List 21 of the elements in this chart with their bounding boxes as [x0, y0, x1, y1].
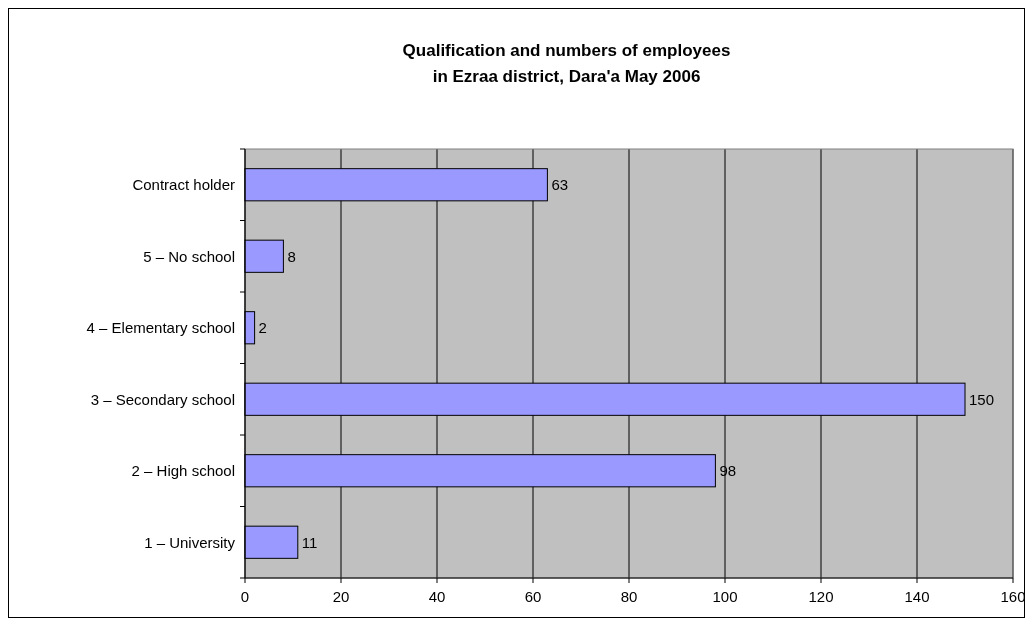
- data-label: 150: [969, 390, 995, 408]
- data-label: 98: [719, 462, 737, 479]
- x-tick-label: 80: [620, 588, 638, 605]
- x-tick-label: 0: [240, 588, 250, 605]
- data-label: 8: [287, 247, 296, 265]
- x-tick-label: 120: [808, 588, 834, 605]
- x-tick-label: 140: [904, 588, 930, 605]
- y-tick-label: 5 – No school: [143, 247, 235, 265]
- data-label: 2: [258, 319, 267, 336]
- y-tick-label: 1 – University: [144, 533, 236, 551]
- x-tick-label: 20: [332, 588, 350, 605]
- data-label: 11: [301, 533, 318, 551]
- x-tick-label: 100: [712, 588, 738, 605]
- chart-title: Qualification and numbers of employees in Ezraa district, Dara'a May 2006: [402, 41, 731, 86]
- y-tick-label: 2 – High school: [131, 462, 235, 479]
- y-tick-label: Contract holder: [132, 176, 235, 193]
- x-tick-label: 60: [524, 588, 542, 605]
- x-tick-label: 40: [428, 588, 446, 605]
- y-tick-label: 3 – Secondary school: [90, 390, 235, 408]
- data-label: 63: [551, 176, 569, 193]
- y-tick-label: 4 – Elementary school: [86, 319, 235, 336]
